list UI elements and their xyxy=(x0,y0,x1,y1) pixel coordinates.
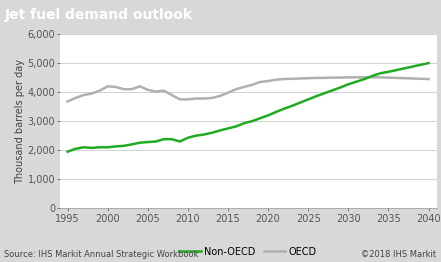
Text: ©2018 IHS Markit: ©2018 IHS Markit xyxy=(362,250,437,259)
Text: Jet fuel demand outlook: Jet fuel demand outlook xyxy=(5,8,193,22)
Y-axis label: Thousand barrels per day: Thousand barrels per day xyxy=(15,59,25,184)
Text: Source: IHS Markit Annual Strategic Workbook: Source: IHS Markit Annual Strategic Work… xyxy=(4,250,199,259)
Legend: Non-OECD, OECD: Non-OECD, OECD xyxy=(175,243,321,260)
